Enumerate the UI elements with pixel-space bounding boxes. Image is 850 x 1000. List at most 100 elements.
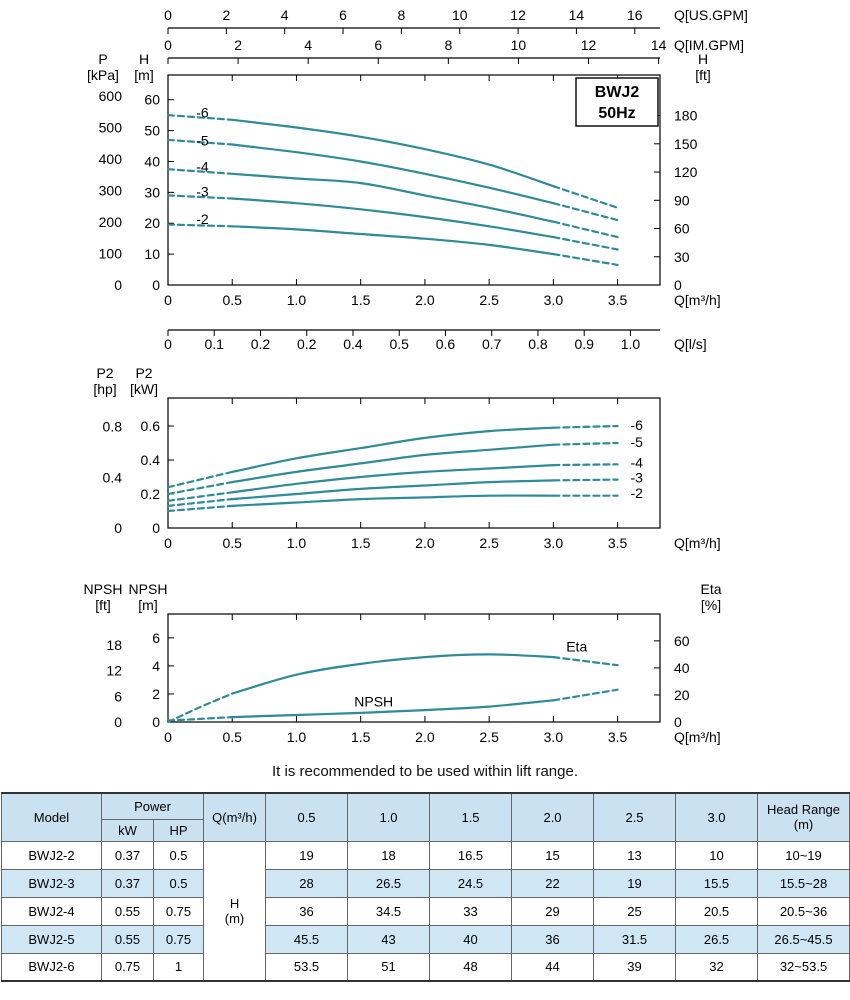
cell-kw: 0.55 <box>101 924 154 954</box>
svg-text:Q[IM.GPM]: Q[IM.GPM] <box>674 37 744 53</box>
svg-text:0.4: 0.4 <box>103 469 123 485</box>
svg-text:0: 0 <box>164 729 172 745</box>
svg-text:150: 150 <box>674 136 698 152</box>
svg-text:0: 0 <box>674 714 682 730</box>
cell-model: BWJ2-2 <box>1 840 102 870</box>
svg-text:[hp]: [hp] <box>93 381 116 397</box>
svg-text:0.1: 0.1 <box>205 336 225 352</box>
svg-text:500: 500 <box>99 120 123 136</box>
col-header-flow-value: 2.0 <box>511 792 595 842</box>
svg-text:200: 200 <box>99 214 123 230</box>
svg-text:30: 30 <box>144 184 160 200</box>
svg-text:BWJ2: BWJ2 <box>595 84 640 101</box>
svg-text:[ft]: [ft] <box>95 597 111 613</box>
svg-text:-3: -3 <box>630 470 643 486</box>
cell-head-value: 29 <box>511 896 595 926</box>
cell-head-value: 26.5 <box>675 924 759 954</box>
cell-h-unit: H (m) <box>203 840 267 982</box>
svg-text:Q[m³/h]: Q[m³/h] <box>674 535 721 551</box>
svg-text:0: 0 <box>152 520 160 536</box>
svg-text:2.5: 2.5 <box>479 535 499 551</box>
svg-text:120: 120 <box>674 164 698 180</box>
svg-text:3.0: 3.0 <box>544 729 564 745</box>
cell-head-value: 43 <box>347 924 431 954</box>
table-head: Model Power Q(m³/h) 0.5 1.0 1.5 2.0 2.5 3.0 Head … <box>1 792 850 842</box>
svg-text:8: 8 <box>397 7 405 23</box>
svg-text:-2: -2 <box>196 211 209 227</box>
svg-text:2: 2 <box>152 686 160 702</box>
table-body: BWJ2-2 0.37 0.5 H (m) 19 18 16.5 15 13 10 10~19 BWJ… <box>1 840 850 982</box>
cell-head-range: 32~53.5 <box>757 952 850 982</box>
col-header-head-range: Head Range (m) <box>757 792 850 842</box>
svg-text:50: 50 <box>144 123 160 139</box>
svg-text:Eta: Eta <box>700 581 721 597</box>
table-row-BWJ2-2: BWJ2-2 0.37 0.5 H (m) 19 18 16.5 15 13 10 10~19 <box>1 840 850 982</box>
cell-head-value: 25 <box>593 896 677 926</box>
cell-model: BWJ2-5 <box>1 924 102 954</box>
svg-text:3.0: 3.0 <box>544 292 564 308</box>
cell-head-value: 20.5 <box>675 896 759 926</box>
svg-text:40: 40 <box>674 660 690 676</box>
curve-6: -6 <box>166 105 619 209</box>
curve-4: -4 <box>166 159 619 239</box>
cell-head-value: 51 <box>347 952 431 982</box>
cell-head-value: 36 <box>511 924 595 954</box>
svg-text:10: 10 <box>452 7 468 23</box>
cell-model: BWJ2-4 <box>1 896 102 926</box>
col-header-model: Model <box>1 792 102 842</box>
svg-text:-6: -6 <box>630 417 643 433</box>
svg-text:H: H <box>698 51 708 67</box>
col-header-power: Power <box>100 792 205 820</box>
axes: 0 0.5 1.0 1.5 2.0 2.5 3.0 3.5 Q[m³/h]181260NPSH[… <box>84 581 722 745</box>
svg-text:8: 8 <box>444 37 452 53</box>
svg-text:0: 0 <box>164 37 172 53</box>
curve-5: -5 <box>166 434 643 496</box>
cell-head-value: 26.5 <box>347 868 431 898</box>
svg-text:6: 6 <box>374 37 382 53</box>
svg-text:2.5: 2.5 <box>479 729 499 745</box>
cell-head-value: 24.5 <box>429 868 513 898</box>
svg-text:0: 0 <box>114 520 122 536</box>
svg-text:40: 40 <box>144 153 160 169</box>
svg-text:Q[m³/h]: Q[m³/h] <box>674 292 721 308</box>
axes: 0 2 4 6 8 10 12 14 16 Q[US.GPM]0 2 4 6 8 10 12 14 Q[IM.GP… <box>87 7 748 352</box>
svg-text:0: 0 <box>164 535 172 551</box>
svg-text:1.0: 1.0 <box>287 729 307 745</box>
col-header-flow-value: 0.5 <box>265 792 349 842</box>
svg-text:Eta: Eta <box>566 639 587 655</box>
cell-head-value: 28 <box>265 868 349 898</box>
svg-text:0: 0 <box>164 7 172 23</box>
npsh-curve: NPSH <box>166 688 619 722</box>
svg-text:H: H <box>139 51 149 67</box>
svg-text:6: 6 <box>152 630 160 646</box>
svg-text:30: 30 <box>674 249 690 265</box>
svg-text:0: 0 <box>164 292 172 308</box>
svg-text:18: 18 <box>106 637 122 653</box>
svg-text:-5: -5 <box>196 132 209 148</box>
eta-curve: Eta <box>166 639 619 724</box>
svg-text:3.5: 3.5 <box>608 535 628 551</box>
svg-text:6: 6 <box>339 7 347 23</box>
svg-text:0.5: 0.5 <box>389 336 409 352</box>
svg-text:100: 100 <box>99 246 123 262</box>
cell-head-value: 40 <box>429 924 513 954</box>
cell-model: BWJ2-6 <box>1 952 102 982</box>
cell-head-value: 13 <box>593 840 677 870</box>
svg-text:-4: -4 <box>196 159 209 175</box>
svg-text:14: 14 <box>651 37 667 53</box>
svg-text:2.0: 2.0 <box>415 292 435 308</box>
cell-head-value: 36 <box>265 896 349 926</box>
svg-text:4: 4 <box>304 37 312 53</box>
cell-kw: 0.37 <box>101 840 154 870</box>
svg-text:0.2: 0.2 <box>251 336 271 352</box>
cell-kw: 0.75 <box>101 952 154 982</box>
cell-head-value: 19 <box>265 840 349 870</box>
svg-text:60: 60 <box>674 221 690 237</box>
svg-text:2.0: 2.0 <box>415 729 435 745</box>
svg-text:-6: -6 <box>196 105 209 121</box>
svg-text:Q[US.GPM]: Q[US.GPM] <box>674 7 748 23</box>
svg-text:0: 0 <box>152 277 160 293</box>
svg-text:0.6: 0.6 <box>141 418 161 434</box>
svg-text:1.0: 1.0 <box>287 292 307 308</box>
svg-text:NPSH: NPSH <box>129 581 168 597</box>
